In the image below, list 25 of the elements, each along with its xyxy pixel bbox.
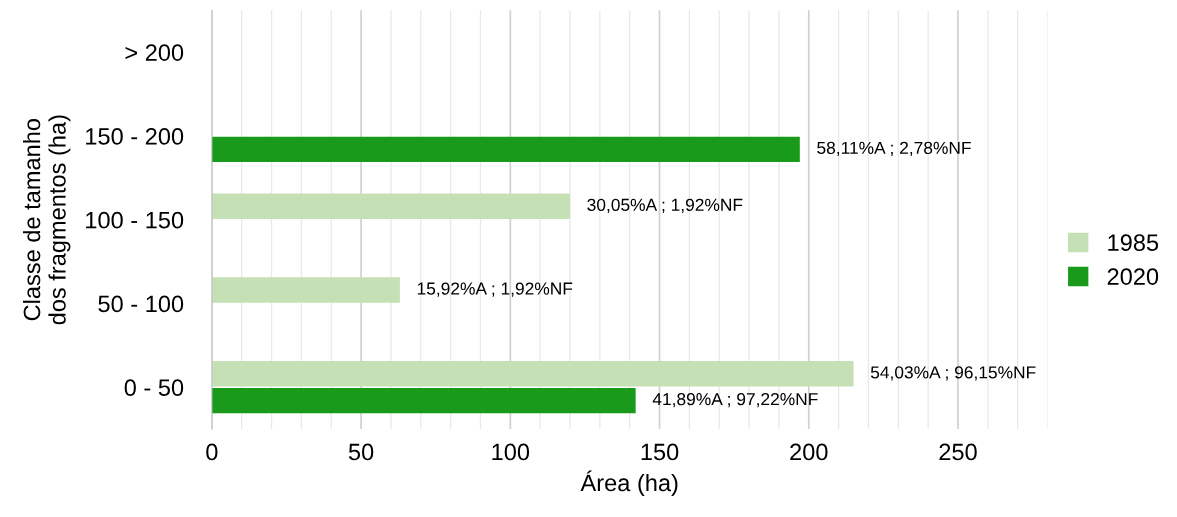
y-tick-label: 50 - 100 [98, 295, 184, 313]
bar [211, 136, 800, 163]
bar [211, 387, 636, 414]
x-axis-title: Área (ha) [580, 470, 678, 496]
x-tick-label: 50 [348, 443, 374, 461]
x-tick-label: 200 [790, 443, 828, 461]
x-tick-label: 150 [641, 443, 679, 461]
annotation: 54,03%A ; 96,15%NF [870, 366, 1036, 381]
x-tick-label: 100 [492, 443, 530, 461]
legend-label: 1985 [1108, 234, 1159, 252]
legend-label: 2020 [1107, 268, 1159, 285]
y-axis-title: Classe de tamanho dos fragmentos (ha) [22, 115, 71, 325]
y-tick-label: 150 - 200 [86, 128, 184, 145]
bar [211, 361, 854, 387]
annotation: 15,92%A ; 1,92%NF [417, 282, 573, 297]
y-tick-label: > 200 [125, 44, 184, 61]
y-tick-label: 0 - 50 [124, 379, 184, 397]
bar [211, 277, 400, 303]
annotation: 41,89%A ; 97,22%NF [652, 393, 818, 408]
y-tick-label: 100 - 150 [86, 211, 184, 229]
annotation: 30,05%A ; 1,92%NF [587, 198, 743, 214]
annotation: 58,11%A ; 2,78%NF [817, 141, 971, 157]
x-tick-label: 0 [206, 443, 218, 461]
bar [211, 193, 570, 220]
x-tick-label: 250 [939, 443, 977, 461]
